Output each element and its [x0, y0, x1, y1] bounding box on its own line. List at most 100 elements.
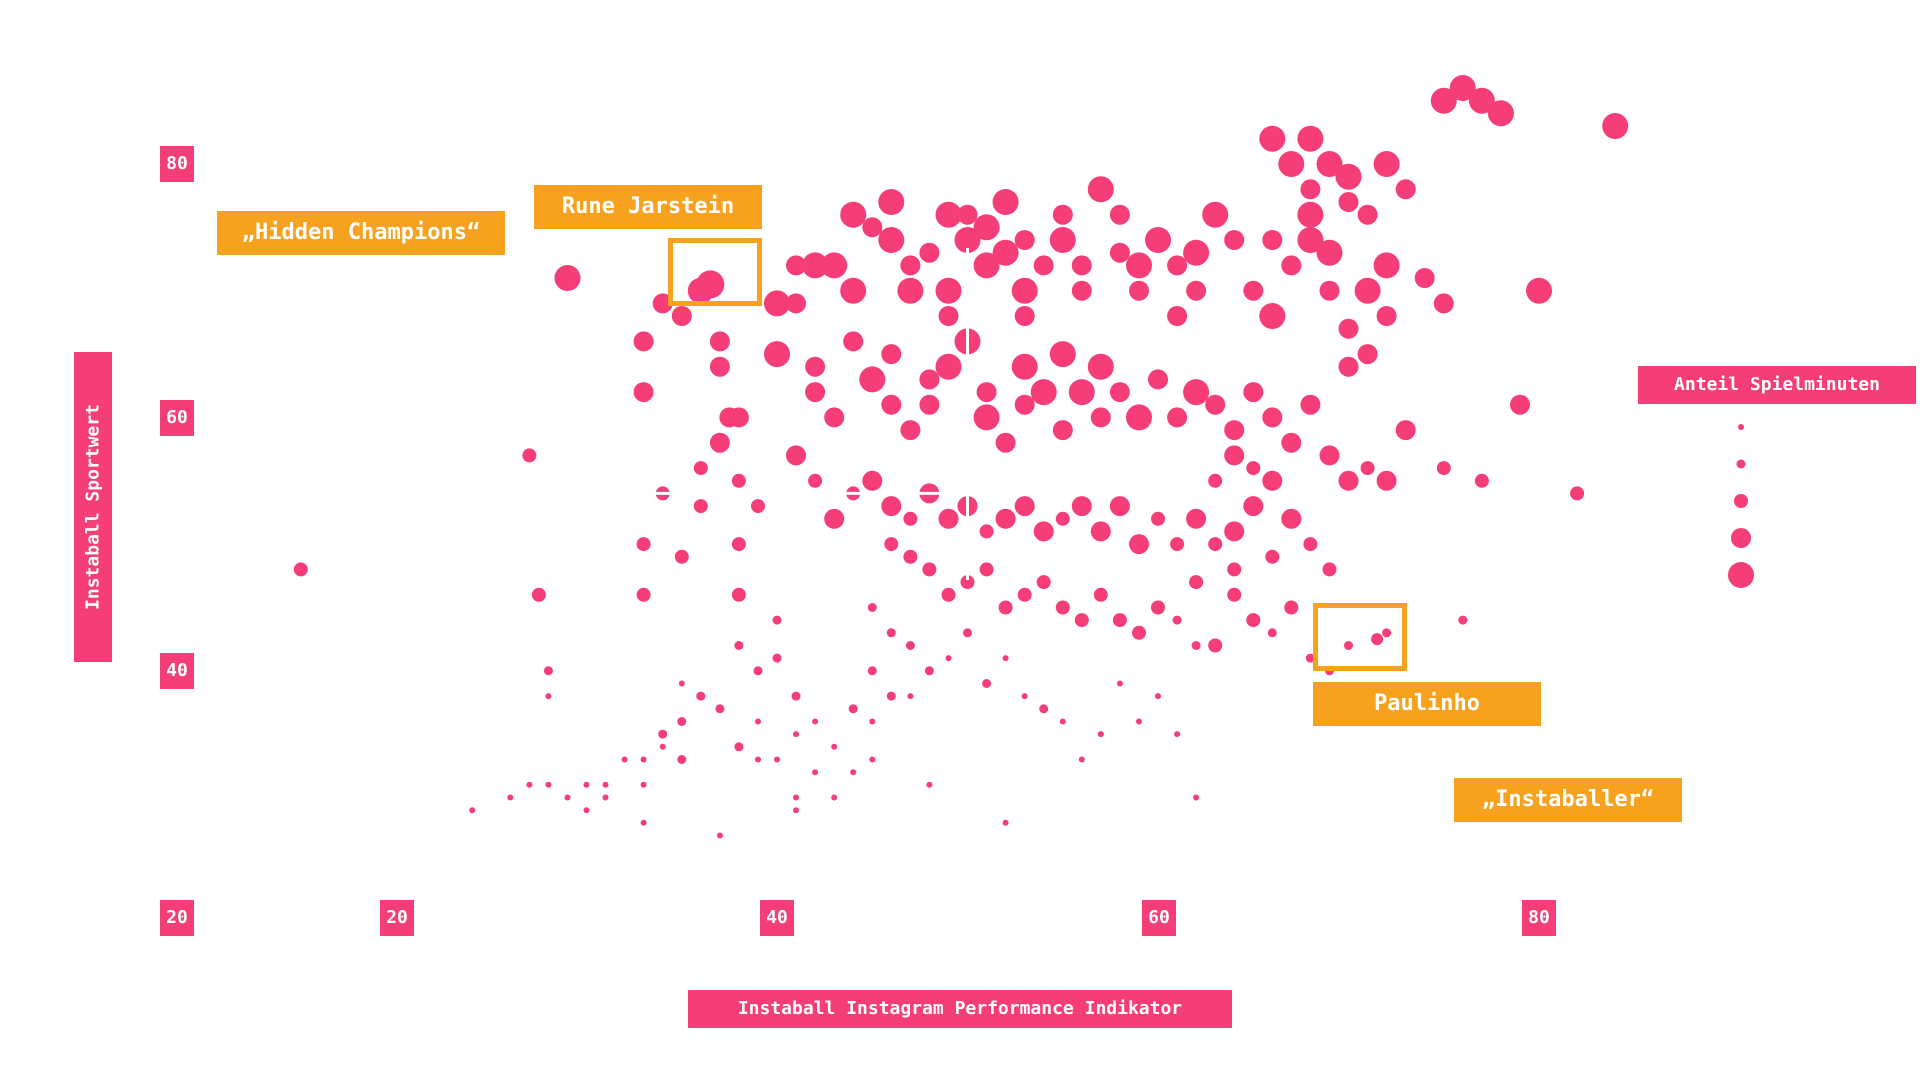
data-point [960, 575, 975, 590]
data-point [886, 628, 896, 638]
data-point [734, 742, 744, 752]
data-point [1136, 718, 1142, 725]
data-point [1186, 280, 1207, 301]
data-point [1414, 268, 1435, 288]
data-point [554, 265, 581, 291]
data-point [1078, 756, 1085, 763]
data-point [1281, 432, 1302, 453]
data-point [1011, 277, 1038, 304]
data-point [1243, 280, 1264, 301]
y-tick-40: 40 [160, 653, 194, 689]
data-point [1319, 445, 1340, 466]
data-point [1344, 641, 1353, 650]
data-point [900, 255, 921, 276]
data-point [1093, 587, 1108, 602]
data-point [731, 537, 746, 552]
data-point [1338, 356, 1359, 377]
data-point [1151, 511, 1165, 526]
data-point [1186, 508, 1207, 529]
data-point [1145, 227, 1171, 253]
data-point [636, 587, 651, 602]
data-point [1071, 255, 1092, 276]
data-point [884, 537, 899, 552]
data-point [919, 242, 940, 263]
data-point [1208, 473, 1223, 488]
data-point [1224, 420, 1245, 441]
data-point [636, 537, 651, 552]
data-point [1224, 230, 1245, 250]
data-point [919, 394, 940, 415]
data-point [938, 306, 959, 326]
data-point [1468, 87, 1495, 114]
data-point [1281, 508, 1302, 529]
data-point [922, 562, 937, 577]
data-point [1021, 693, 1028, 700]
data-point [1071, 496, 1092, 517]
data-point [526, 781, 533, 788]
size-legend-marker [1736, 459, 1746, 469]
data-point [786, 293, 806, 314]
data-point [824, 407, 845, 428]
data-point [1017, 587, 1032, 602]
size-legend-title: Anteil Spielminuten [1638, 366, 1916, 404]
data-point [755, 756, 761, 763]
data-point [935, 353, 962, 380]
data-point [1297, 201, 1324, 228]
data-point [1243, 496, 1264, 517]
data-point [772, 615, 782, 625]
data-point [1227, 562, 1242, 577]
data-point [731, 587, 746, 602]
data-point [1014, 394, 1035, 415]
data-point [652, 293, 673, 314]
data-point [1087, 353, 1114, 380]
data-point [869, 756, 876, 763]
data-point [1357, 344, 1378, 365]
data-point [1191, 641, 1201, 650]
data-point [1109, 496, 1130, 517]
data-point [715, 704, 725, 714]
data-point [1382, 628, 1392, 638]
data-point [862, 217, 883, 238]
data-point [1316, 239, 1343, 266]
data-point [935, 277, 962, 304]
data-point [671, 306, 692, 326]
data-point [805, 382, 826, 403]
data-point [1126, 404, 1152, 431]
data-point [1202, 201, 1229, 228]
data-point [1155, 693, 1161, 700]
data-point [1265, 549, 1280, 564]
data-point [545, 781, 552, 788]
data-point [1338, 192, 1359, 212]
data-point [1354, 277, 1381, 304]
data-point [973, 404, 1000, 431]
data-point [693, 461, 708, 476]
data-point [1449, 75, 1476, 101]
data-point [1052, 204, 1073, 225]
data-point [881, 496, 902, 517]
data-point [897, 277, 924, 304]
data-point [1174, 731, 1181, 738]
data-point [831, 794, 838, 801]
data-point [1322, 562, 1337, 577]
data-point [1167, 255, 1188, 276]
y-tick-80: 80 [160, 146, 194, 182]
data-point [821, 252, 848, 279]
data-point [926, 781, 933, 788]
data-point [1167, 407, 1188, 428]
data-point [1338, 470, 1359, 491]
data-point [831, 743, 838, 750]
data-point [808, 473, 823, 488]
data-point [640, 756, 647, 763]
data-point [843, 331, 864, 352]
data-point [1303, 537, 1318, 552]
data-point [522, 448, 537, 463]
data-point [1300, 394, 1321, 415]
data-point [1430, 87, 1457, 114]
highlight-box-paulinho [1313, 603, 1407, 671]
data-point [1300, 179, 1321, 200]
data-point [1126, 252, 1152, 279]
data-point [772, 653, 782, 663]
data-point [1227, 587, 1242, 602]
data-point [1055, 511, 1070, 526]
